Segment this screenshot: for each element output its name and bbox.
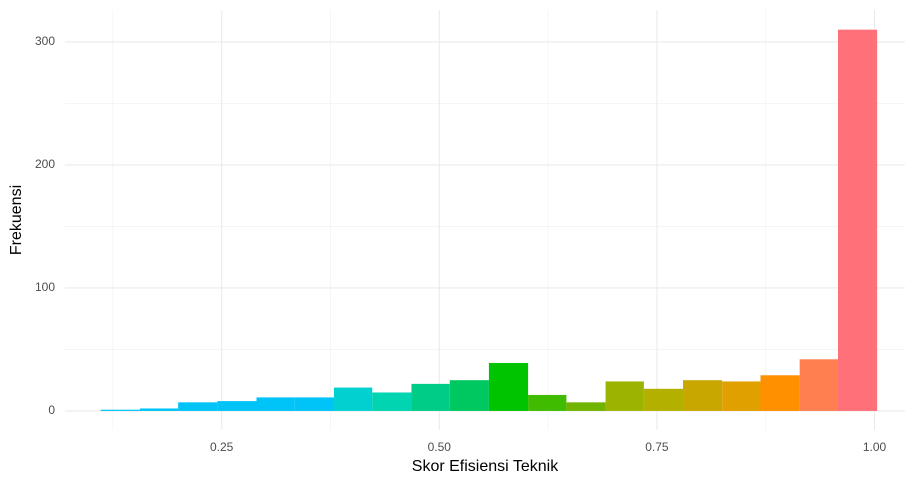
y-tick-label: 0 bbox=[48, 403, 55, 417]
y-tick-label: 100 bbox=[35, 280, 55, 294]
x-tick-label: 0.50 bbox=[428, 440, 452, 454]
x-axis-title: Skor Efisiensi Teknik bbox=[412, 458, 559, 475]
bar bbox=[139, 408, 179, 411]
x-tick-label: 0.25 bbox=[210, 440, 234, 454]
bar bbox=[449, 380, 489, 411]
x-tick-label: 0.75 bbox=[645, 440, 669, 454]
y-tick-label: 200 bbox=[35, 157, 55, 171]
bar bbox=[178, 402, 218, 411]
bar bbox=[643, 388, 684, 411]
bar bbox=[799, 359, 838, 411]
y-axis-title: Frekuensi bbox=[8, 185, 25, 255]
bar bbox=[722, 381, 761, 411]
bar bbox=[217, 401, 257, 411]
y-tick-label: 300 bbox=[35, 34, 55, 48]
bar bbox=[528, 394, 567, 411]
bar bbox=[100, 409, 140, 411]
bar bbox=[294, 397, 334, 411]
bar bbox=[760, 375, 800, 411]
bar bbox=[566, 402, 606, 411]
x-tick-label: 1.00 bbox=[863, 440, 887, 454]
bar bbox=[683, 380, 723, 411]
bar bbox=[837, 29, 878, 411]
bar bbox=[256, 397, 295, 411]
bar bbox=[411, 383, 450, 411]
bar bbox=[333, 387, 373, 411]
bar bbox=[605, 381, 644, 411]
bar bbox=[372, 392, 412, 411]
bar bbox=[488, 362, 529, 411]
